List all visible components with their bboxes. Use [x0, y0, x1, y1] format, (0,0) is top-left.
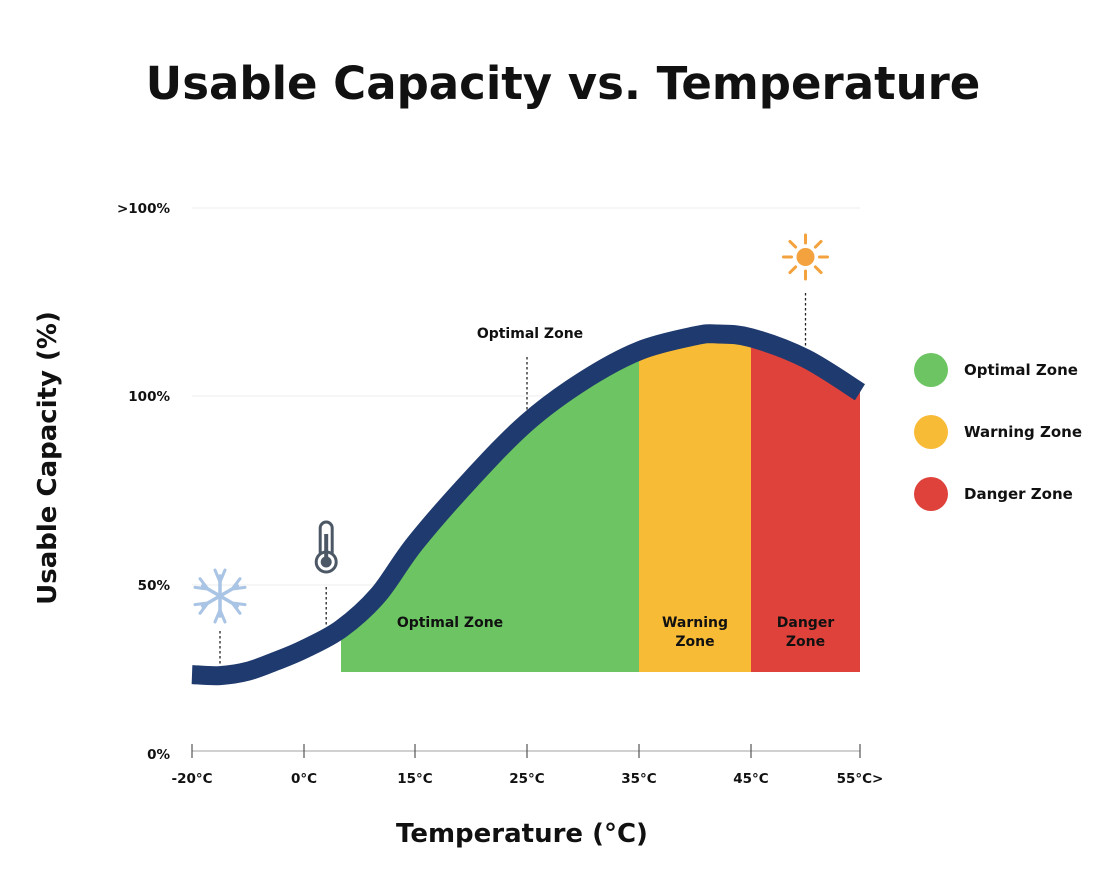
thermometer-icon [314, 520, 338, 574]
zone-label-optimal-zone: Optimal Zone [397, 615, 503, 631]
legend-swatch [914, 353, 948, 387]
x-axis: -20°C 0°C 15°C 25°C 35°C 45°C 55°C> [171, 744, 883, 787]
sun-icon [782, 233, 829, 281]
annotations: Optimal Zone [193, 233, 829, 665]
x-tick-label: 45°C [733, 771, 769, 787]
optimal-zone-callout-label: Optimal Zone [477, 326, 583, 342]
capacity-curve [191, 324, 866, 686]
zone-area-danger-zone [751, 333, 860, 672]
legend-swatch [914, 415, 948, 449]
zone-areas: Optimal Zone Warning Zone Danger Zone [341, 333, 860, 672]
legend-label: Warning Zone [964, 423, 1082, 441]
capacity-curve-group [191, 324, 866, 686]
y-tick-label: 0% [147, 747, 170, 763]
legend-label: Optimal Zone [964, 361, 1078, 379]
snowflake-icon [193, 568, 247, 624]
x-tick-label: 55°C> [837, 771, 884, 787]
legend-label: Danger Zone [964, 485, 1073, 503]
legend-swatch [914, 477, 948, 511]
zone-label-warning-zone: Warning Zone [662, 615, 728, 650]
x-tick-label: 25°C [509, 771, 545, 787]
x-tick-label: 0°C [291, 771, 317, 787]
chart-title: Usable Capacity vs. Temperature [146, 57, 981, 110]
x-tick-label: -20°C [171, 771, 212, 787]
x-tick-label: 35°C [621, 771, 657, 787]
y-axis-ticks: 0% 50% 100% >100% [117, 201, 171, 763]
legend: Optimal Zone Warning Zone Danger Zone [914, 353, 1082, 511]
y-tick-label: 100% [128, 389, 170, 405]
y-axis-title: Usable Capacity (%) [33, 311, 63, 605]
y-tick-label: 50% [138, 578, 171, 594]
x-axis-title: Temperature (°C) [396, 819, 648, 849]
y-tick-label: >100% [117, 201, 170, 217]
zone-label-danger-zone: Danger Zone [777, 615, 835, 650]
zone-area-warning-zone [639, 333, 751, 672]
x-tick-label: 15°C [397, 771, 433, 787]
